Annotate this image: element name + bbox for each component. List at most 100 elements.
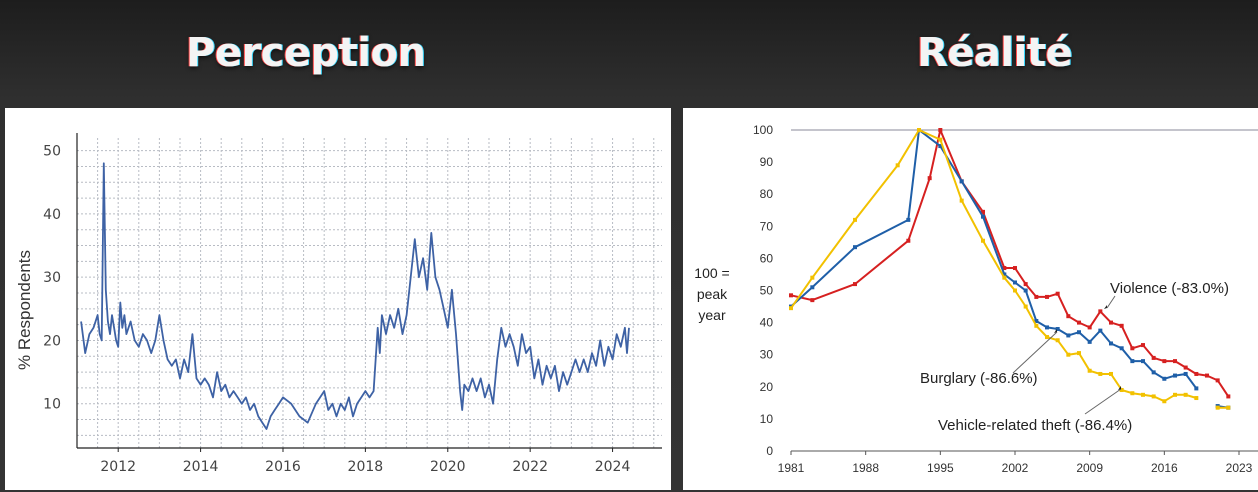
perception-series: [80, 162, 630, 430]
burglary-data-point: [1087, 339, 1092, 344]
y-tick-label: 0: [766, 444, 773, 458]
y-tick-label: 40: [43, 207, 61, 223]
vehiclerelated-data-point: [938, 137, 943, 142]
burglary-data-point: [981, 214, 985, 219]
vehiclerelated-data-point: [1077, 351, 1081, 356]
x-tick-label: 2020: [430, 459, 466, 475]
vehiclerelated-data-point: [1002, 275, 1007, 280]
violence-data-point: [1045, 294, 1049, 299]
violence-data-point: [1066, 314, 1071, 319]
violence-data-point: [906, 238, 911, 243]
violence-series-line: [790, 129, 1230, 397]
vehiclerelated-data-point: [1013, 288, 1017, 293]
vehiclerelated-data-point: [1098, 371, 1103, 376]
violence-data-point: [1034, 294, 1039, 299]
x-tick-label: 2012: [100, 459, 136, 475]
violence-data-point: [1151, 355, 1156, 360]
burglary-data-point: [1013, 280, 1017, 285]
realite-chart-panel: 0 10 20 30 40 50 60 70 80 90 100 1981 1988 1995 2002 20…: [683, 108, 1258, 490]
realite-series: [789, 128, 1231, 410]
violence-data-point: [853, 282, 857, 287]
series-annotation-label: Vehicle-related theft (-86.4%): [938, 417, 1132, 434]
vehiclerelated-data-point: [981, 238, 985, 243]
burglary-data-point: [1151, 370, 1156, 375]
violence-data-point: [1194, 371, 1199, 376]
burglary-data-point: [1098, 328, 1103, 333]
perception-chart: 10 20 30 40 50 2012 2014 2016 2018 2020 2022 2024 %…: [15, 133, 662, 475]
vehiclerelated-data-point: [1130, 391, 1135, 396]
violence-data-point: [1023, 282, 1028, 287]
vehiclerelated-data-point: [959, 198, 964, 203]
vehiclerelated-data-point: [1023, 304, 1028, 309]
annotation-leader-line: [1012, 331, 1058, 374]
annotation-arrowhead: [1054, 329, 1057, 333]
y-tick-label: 20: [760, 380, 774, 394]
x-tick-label: 2022: [512, 459, 548, 475]
realite-annotations: Violence (-83.0%) Burglary (-86.6%) Vehicl…: [920, 280, 1229, 434]
x-tick-label: 2018: [348, 459, 384, 475]
x-tick-label: 1988: [852, 461, 879, 475]
annotation-arrowhead: [1104, 305, 1107, 309]
x-tick-label: 1995: [927, 461, 954, 475]
vehiclerelated-data-point: [1055, 338, 1060, 343]
vehiclerelated-data-point: [810, 275, 815, 280]
burglary-data-point: [1109, 341, 1113, 346]
y-tick-label: 50: [43, 144, 61, 160]
y-tick-label: 30: [43, 270, 61, 286]
burglary-data-point: [853, 245, 857, 250]
perception-y-axis-title: % Respondents: [15, 250, 34, 370]
burglary-data-point: [1066, 333, 1071, 338]
violence-data-point: [1215, 378, 1220, 383]
x-tick-label: 2002: [1002, 461, 1029, 475]
violence-data-point: [1173, 359, 1177, 364]
realite-axes: [790, 129, 1258, 455]
violence-data-point: [927, 176, 932, 181]
vehiclerelated-data-point: [1162, 399, 1167, 404]
series-annotation-label: Burglary (-86.6%): [920, 370, 1038, 387]
x-tick-label: 2016: [1151, 461, 1178, 475]
violence-data-point: [1077, 320, 1081, 325]
series-annotation-label: Violence (-83.0%): [1110, 280, 1229, 297]
violence-data-point: [1130, 346, 1135, 351]
violence-data-point: [938, 128, 943, 132]
burglary-data-point: [1077, 330, 1081, 335]
violence-data-point: [1205, 373, 1209, 378]
violence-data-point: [1226, 394, 1231, 399]
perception-tick-labels: 10 20 30 40 50 2012 2014 2016 2018 2020 2022 2024: [43, 144, 630, 475]
violence-data-point: [1002, 266, 1007, 271]
perception-chart-panel: 10 20 30 40 50 2012 2014 2016 2018 2020 2022 2024 %…: [5, 108, 671, 490]
violence-data-point: [1098, 309, 1103, 314]
realite-y-axis-title: 100 = peak year: [694, 265, 729, 323]
realite-tick-labels: 0 10 20 30 40 50 60 70 80 90 100 1981 1988 1995 2002 20…: [753, 123, 1253, 475]
vehiclerelated-data-point: [1087, 368, 1092, 373]
violence-data-point: [789, 293, 793, 298]
x-tick-label: 2023: [1226, 461, 1253, 475]
vehiclerelated-data-point: [1066, 352, 1071, 357]
burglary-data-point: [1055, 327, 1060, 332]
y-tick-label: 100: [753, 123, 773, 137]
perception-axes: [76, 133, 662, 452]
y-tick-label: 60: [760, 251, 774, 265]
realite-heading: Réalité: [917, 30, 1073, 76]
annotation-leader-line: [1106, 295, 1116, 309]
vehiclerelated-data-point: [853, 217, 857, 222]
y-tick-label: 90: [760, 155, 774, 169]
annotation-arrowhead: [1118, 386, 1121, 390]
y-axis-title-line: 100 =: [694, 265, 729, 281]
burglary-data-point: [1183, 371, 1188, 376]
vehiclerelated-data-point: [1183, 392, 1188, 397]
vehiclerelated-data-point: [1194, 396, 1199, 401]
y-axis-title-line: year: [698, 307, 726, 323]
x-tick-label: 2016: [265, 459, 301, 475]
perception-series-line: [80, 162, 630, 430]
violence-data-point: [810, 298, 815, 303]
y-tick-label: 70: [760, 219, 774, 233]
y-tick-label: 30: [760, 348, 774, 362]
vehiclerelated-data-point: [789, 306, 793, 311]
burglary-data-point: [959, 179, 964, 184]
burglary-data-point: [1130, 359, 1135, 364]
burglary-data-point: [1045, 325, 1049, 330]
burglary-data-point: [810, 285, 815, 290]
violence-data-point: [1055, 291, 1060, 296]
